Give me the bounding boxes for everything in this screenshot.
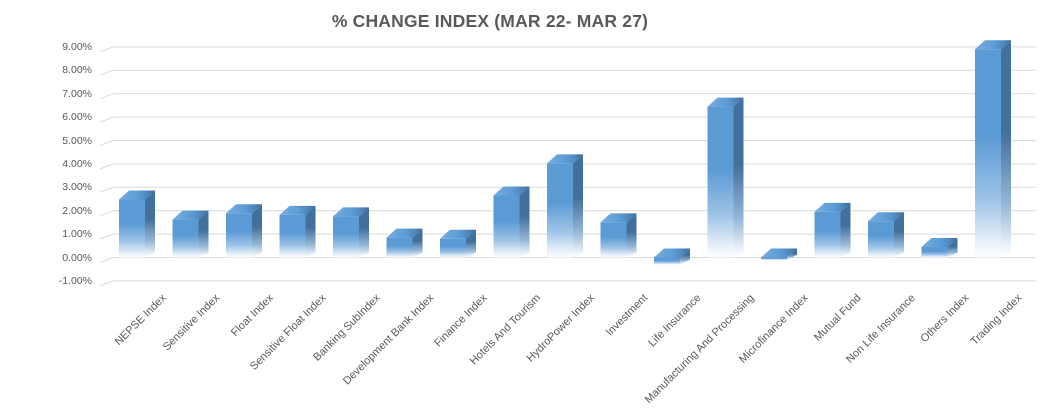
y-tick-label: 0.00% bbox=[62, 251, 92, 264]
bar-top-face bbox=[386, 228, 423, 238]
y-tick-label: 7.00% bbox=[62, 87, 92, 100]
bar-top-face bbox=[547, 154, 583, 164]
bar-mutual-fund[interactable] bbox=[814, 202, 851, 258]
gridline bbox=[99, 280, 1036, 287]
bar-side-face bbox=[305, 205, 316, 258]
bar-hydropower-index[interactable] bbox=[547, 154, 583, 258]
bar-top-face bbox=[814, 202, 851, 212]
bar-nepse-index[interactable] bbox=[119, 190, 155, 258]
bar-front-face bbox=[172, 219, 199, 258]
bar-float-index[interactable] bbox=[226, 204, 262, 258]
bar-front-face bbox=[654, 257, 680, 265]
bar-microfinance-index[interactable] bbox=[761, 248, 797, 260]
bar-side-face bbox=[412, 228, 423, 258]
y-tick-label: 2.00% bbox=[62, 204, 92, 217]
bar-top-face bbox=[279, 205, 316, 215]
y-tick-label: 9.00% bbox=[62, 40, 92, 53]
bar-side-face bbox=[626, 213, 637, 258]
bar-top-face bbox=[172, 210, 209, 220]
y-tick-label: -1.00% bbox=[58, 274, 92, 287]
bar-side-face bbox=[787, 248, 797, 260]
bar-top-face bbox=[226, 204, 262, 214]
bar-top-face bbox=[761, 248, 797, 258]
gridline bbox=[99, 69, 1036, 76]
bar-front-face bbox=[279, 214, 306, 258]
gridline bbox=[99, 140, 1036, 146]
bar-front-face bbox=[707, 106, 734, 258]
gridline bbox=[99, 257, 1036, 263]
bar-front-face bbox=[440, 238, 466, 258]
bar-side-face bbox=[252, 204, 262, 258]
bar-top-face bbox=[654, 248, 690, 258]
bar-front-face bbox=[547, 163, 573, 258]
y-tick-label: 6.00% bbox=[62, 111, 92, 124]
bar-manufacturing-and-processing[interactable] bbox=[707, 97, 744, 258]
bar-front-face bbox=[975, 49, 1001, 258]
gridline bbox=[99, 116, 1036, 123]
bar-side-face bbox=[519, 186, 530, 258]
bar-side-face bbox=[733, 97, 744, 258]
y-tick-label: 8.00% bbox=[62, 64, 92, 77]
bar-top-face bbox=[707, 97, 744, 107]
bar-front-face bbox=[761, 257, 787, 260]
bar-top-face bbox=[493, 186, 530, 196]
bar-front-face bbox=[333, 216, 359, 258]
bar-front-face bbox=[600, 222, 627, 258]
y-tick-label: 3.00% bbox=[62, 181, 92, 194]
bar-banking-subindex[interactable] bbox=[333, 207, 369, 258]
bar-top-face bbox=[440, 229, 476, 239]
bar-top-face bbox=[119, 190, 155, 200]
gridline bbox=[99, 93, 1036, 100]
y-tick-label: 1.00% bbox=[62, 228, 92, 241]
y-tick-label: 5.00% bbox=[62, 134, 92, 147]
bar-side-face bbox=[947, 237, 958, 258]
bar-side-face bbox=[466, 229, 476, 258]
bar-trading-index[interactable] bbox=[975, 40, 1011, 258]
bar-sensitive-float-index[interactable] bbox=[279, 205, 316, 258]
bar-front-face bbox=[493, 195, 520, 258]
bar-development-bank-index[interactable] bbox=[386, 228, 423, 258]
bar-top-face bbox=[600, 213, 637, 223]
bar-life-insurance[interactable] bbox=[654, 248, 690, 265]
bar-front-face bbox=[814, 211, 841, 258]
bar-top-face bbox=[921, 237, 958, 247]
bar-front-face bbox=[921, 246, 948, 258]
bar-front-face bbox=[386, 237, 413, 258]
bar-hotels-and-tourism[interactable] bbox=[493, 186, 530, 258]
bar-front-face bbox=[226, 213, 252, 258]
bar-non-life-insurance[interactable] bbox=[868, 212, 904, 258]
bar-investment[interactable] bbox=[600, 213, 637, 258]
y-tick-label: 4.00% bbox=[62, 157, 92, 170]
bar-top-face bbox=[975, 40, 1011, 50]
bar-finance-index[interactable] bbox=[440, 229, 476, 258]
chart-title: % CHANGE INDEX (MAR 22- MAR 27) bbox=[331, 11, 649, 31]
bar-side-face bbox=[359, 207, 369, 258]
bar-side-face bbox=[198, 210, 209, 258]
bar-side-face bbox=[894, 212, 904, 258]
bar-top-face bbox=[868, 212, 904, 222]
bar-others-index[interactable] bbox=[921, 237, 958, 258]
bar-top-face bbox=[333, 207, 369, 217]
gridline bbox=[99, 46, 1036, 53]
bar-front-face bbox=[119, 199, 145, 258]
bar-side-face bbox=[840, 202, 851, 258]
bars-group bbox=[119, 40, 1011, 265]
bar-sensitive-index[interactable] bbox=[172, 210, 209, 258]
bar-side-face bbox=[680, 248, 690, 265]
bar-side-face bbox=[573, 154, 583, 258]
bar-side-face bbox=[145, 190, 155, 258]
bar-front-face bbox=[868, 221, 894, 258]
bar-side-face bbox=[1001, 40, 1011, 258]
